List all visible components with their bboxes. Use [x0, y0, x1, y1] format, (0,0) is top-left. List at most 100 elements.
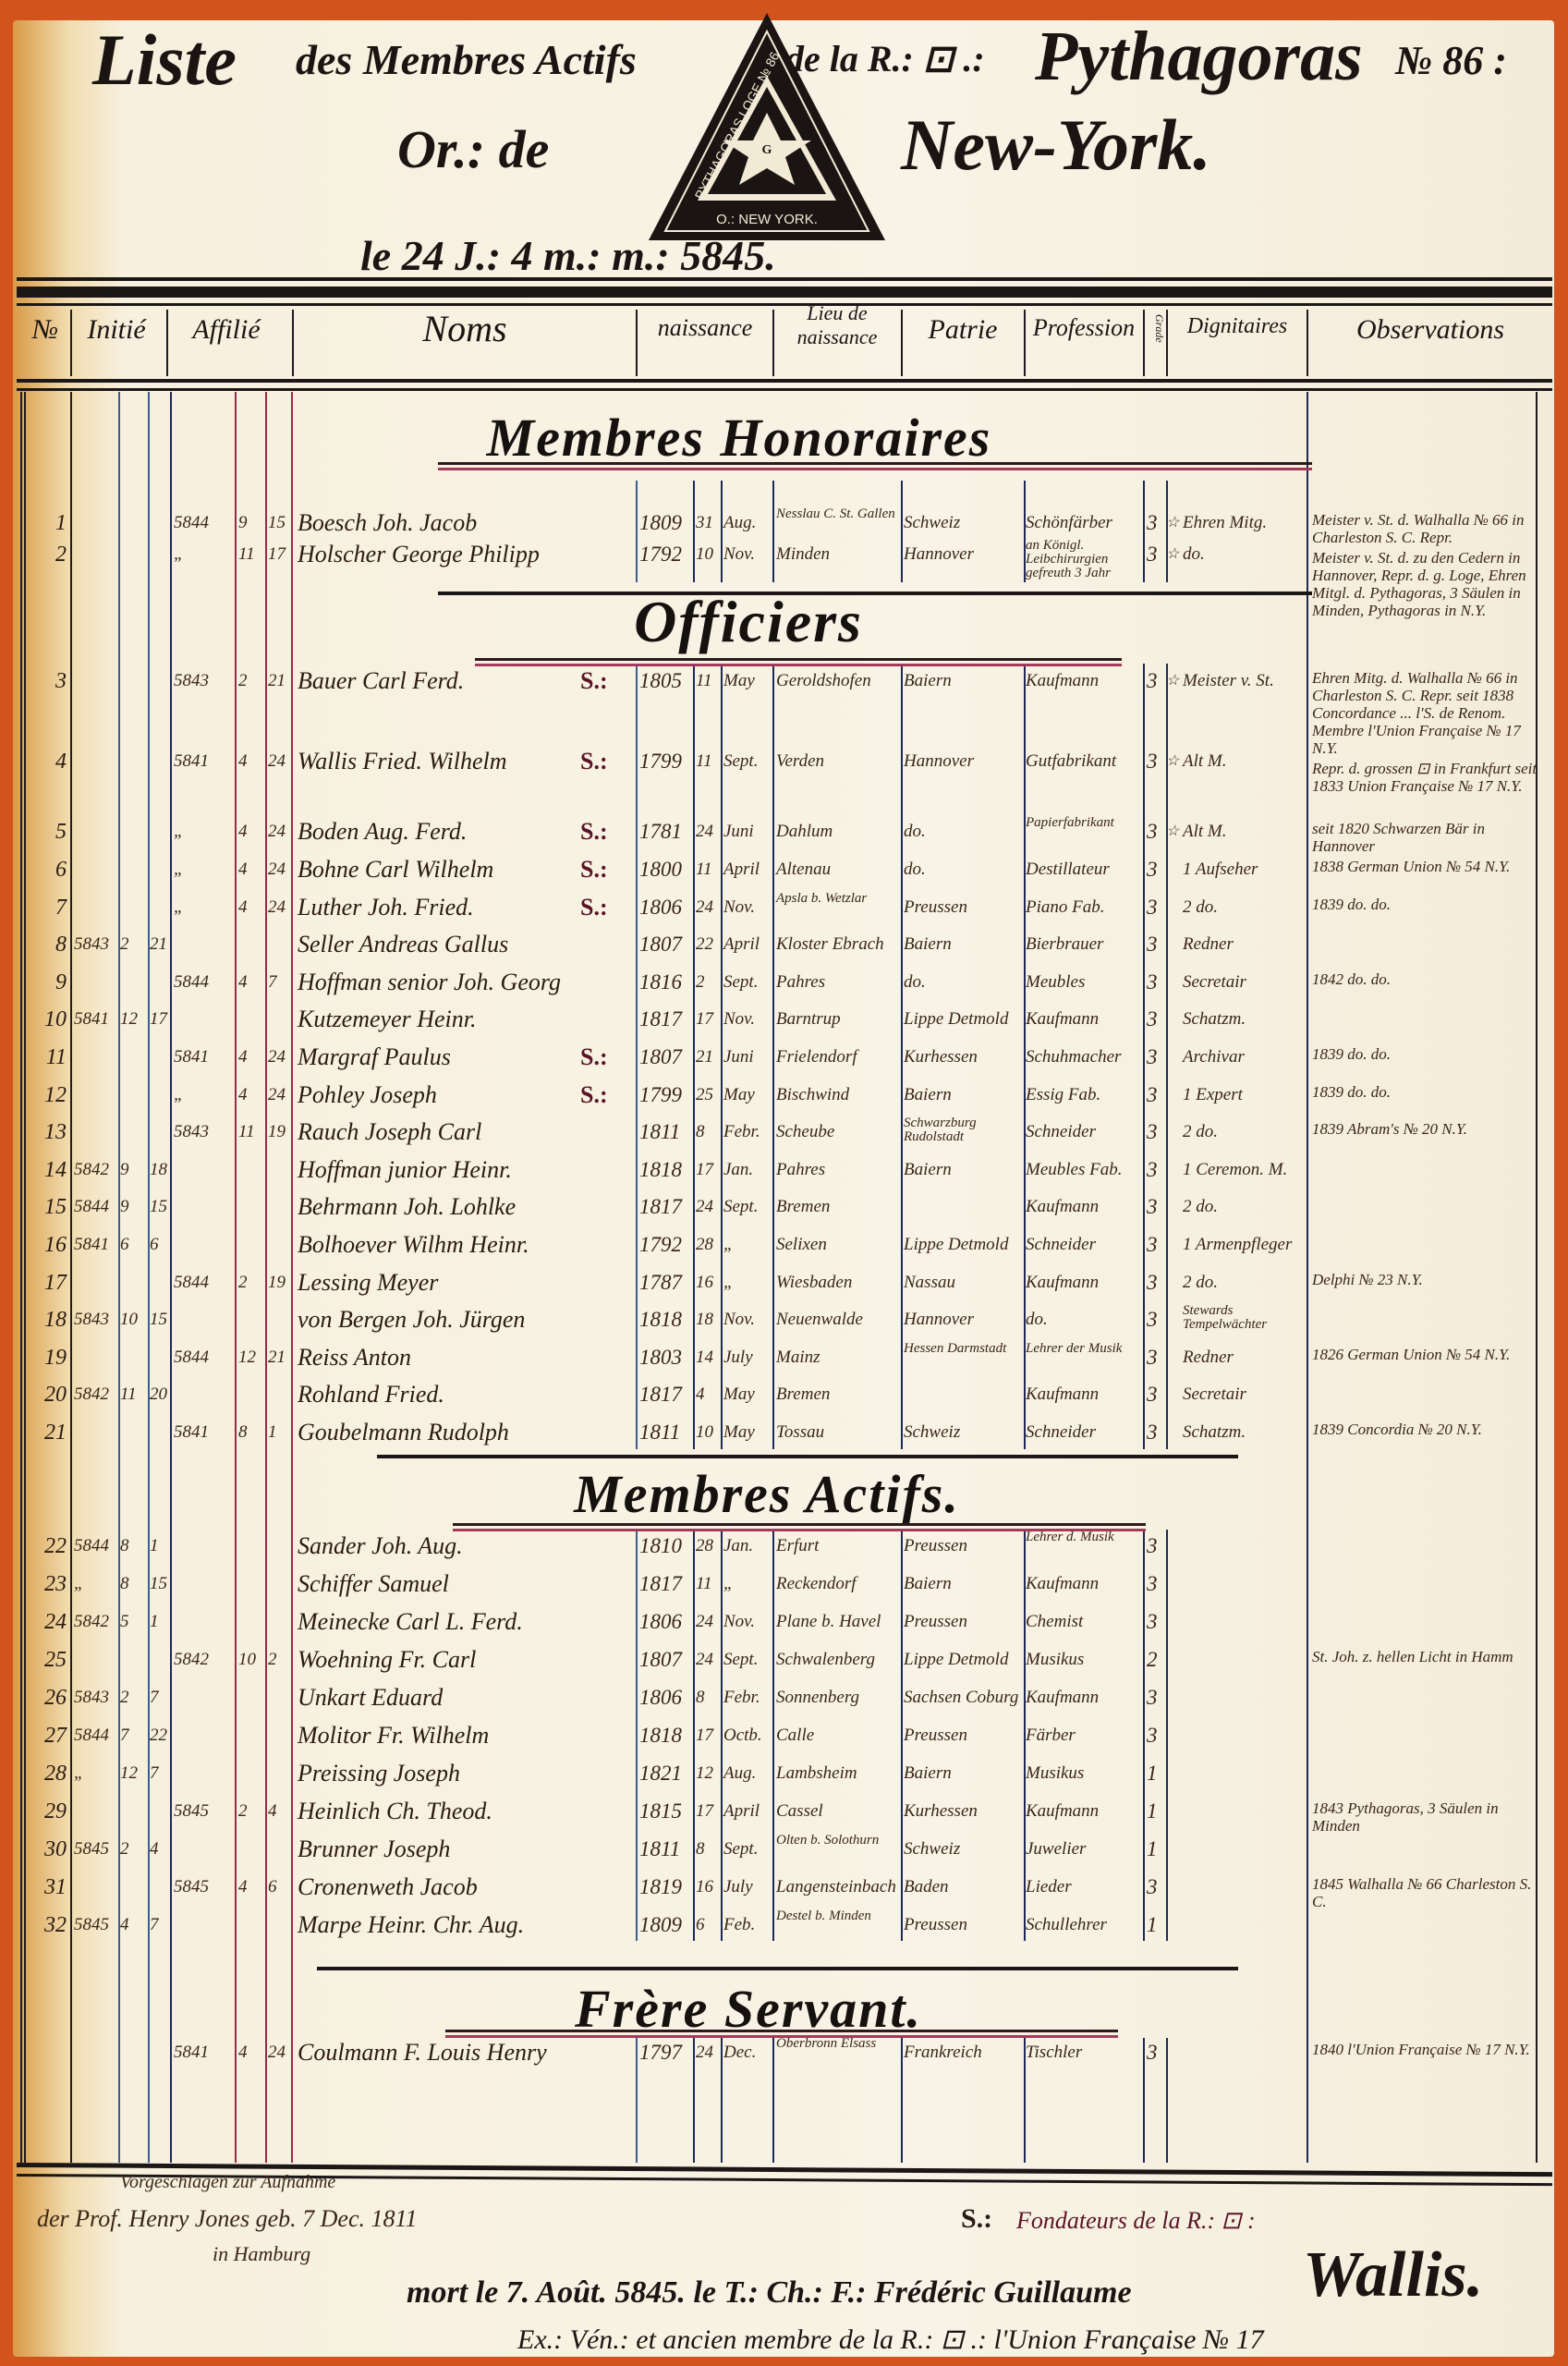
- cell-obs: seit 1820 Schwarzen Bär in Hannover: [1312, 820, 1485, 855]
- cell-ini-y: 5841: [74, 1009, 109, 1029]
- cell-grade: 3: [1147, 543, 1158, 566]
- footer-proposed-heading: Vorgeschlagen zur Aufnahme: [120, 2172, 336, 2192]
- header-column-divider: [166, 310, 168, 376]
- cell-aff-d: 24: [268, 822, 286, 841]
- cell-grade: 3: [1147, 896, 1158, 919]
- cell-bd: 28: [696, 1536, 713, 1555]
- cell-grade: 2: [1147, 1648, 1158, 1671]
- cell-num: 22: [44, 1534, 67, 1558]
- cell-bd: 12: [696, 1763, 713, 1783]
- cell-by: 1817: [639, 1572, 682, 1595]
- cell-dign: Redner: [1183, 1348, 1234, 1367]
- column-rule: [693, 1530, 695, 1941]
- cell-ini-d: 4: [150, 1839, 159, 1859]
- member-row: 24 5842 5 1 Meinecke Carl L. Ferd. 1806 24 Nov.…: [0, 1610, 1568, 1638]
- section-rule: [453, 1523, 1146, 1526]
- cell-bd: 11: [696, 1574, 712, 1593]
- cell-prof: Schuhmacher: [1026, 1047, 1122, 1067]
- column-header-grade: Grade: [1153, 314, 1166, 343]
- cell-bd: 24: [696, 1612, 713, 1631]
- cell-by: 1806: [639, 1686, 682, 1709]
- header-rule-bottom: [17, 388, 1552, 391]
- cell-prof: Lehrer der Musik: [1026, 1341, 1123, 1356]
- cell-bm: May: [723, 1384, 755, 1404]
- cell-name: Sander Joh. Aug.: [298, 1532, 463, 1559]
- cell-prof: Schullehrer: [1026, 1915, 1107, 1934]
- cell-obs: 1839 Concordia № 20 N.Y.: [1312, 1421, 1482, 1438]
- cell-patrie: Baiern: [904, 1160, 952, 1179]
- cell-place: Destel b. Minden: [776, 1909, 871, 1923]
- member-row: 5841 4 24 Coulmann F. Louis Henry 1797 24 Dec.…: [0, 2037, 1568, 2068]
- member-row: 20 5842 11 20 Rohland Fried. 1817 4 May Bremen Ka…: [0, 1383, 1568, 1410]
- header-rule-bottom: [17, 379, 1552, 383]
- cell-ini-y: 5844: [74, 1536, 109, 1555]
- cell-aff-m: 4: [238, 972, 248, 992]
- cell-mark: S.:: [580, 667, 608, 694]
- cell-aff-m: 2: [238, 1273, 248, 1292]
- cell-ini-y: 5841: [74, 1235, 109, 1254]
- cell-by: 1817: [639, 1007, 682, 1031]
- cell-aff-y: 5843: [174, 671, 209, 690]
- cell-ini-d: 22: [150, 1726, 167, 1745]
- cell-by: 1807: [639, 1648, 682, 1671]
- column-header-noms: Noms: [422, 308, 507, 349]
- cell-ini-d: 15: [150, 1197, 167, 1216]
- cell-name: Pohley Joseph: [298, 1081, 437, 1108]
- cell-mark: S.:: [580, 856, 608, 883]
- cell-num: 29: [44, 1799, 67, 1823]
- cell-dign: Schatzm.: [1183, 1422, 1246, 1442]
- column-header-observations: Observations: [1356, 314, 1504, 345]
- cell-num: 24: [44, 1610, 67, 1634]
- cell-obs: St. Joh. z. hellen Licht in Hamm: [1312, 1648, 1513, 1665]
- cell-num: 2: [55, 543, 67, 567]
- member-row: 12 „ 4 24 Pohley Joseph S.: 1799 25 May Bischwind…: [0, 1083, 1568, 1111]
- header-column-divider: [772, 310, 774, 376]
- cell-num: 10: [44, 1007, 67, 1031]
- cell-name: Hoffman senior Joh. Georg: [298, 969, 562, 995]
- cell-name: Bolhoever Wilhm Heinr.: [298, 1231, 529, 1258]
- member-row: 3 5843 2 21 Bauer Carl Ferd. S.: 1805 11 May Gero…: [0, 667, 1568, 758]
- cell-aff-y: „: [174, 544, 184, 564]
- section-rule: [475, 658, 1122, 661]
- cell-aff-m: 9: [238, 513, 248, 532]
- cell-grade: 3: [1147, 1308, 1158, 1331]
- column-header-dignitaires: Dignitaires: [1186, 314, 1288, 338]
- section-rule: [445, 2030, 1118, 2032]
- cell-num: 23: [44, 1572, 67, 1596]
- cell-num: 25: [44, 1648, 67, 1672]
- cell-prof: Bierbrauer: [1026, 934, 1104, 954]
- cell-grade: 3: [1147, 1007, 1158, 1031]
- member-row: 6 „ 4 24 Bohne Carl Wilhelm S.: 1800 11 April Alt…: [0, 858, 1568, 885]
- column-rule: [1166, 2038, 1168, 2163]
- member-row: 8 5843 2 21 Seller Andreas Gallus 1807 22 April…: [0, 933, 1568, 960]
- cell-name: Preissing Joseph: [298, 1760, 460, 1787]
- column-rule: [636, 1530, 638, 1941]
- cell-place: Plane b. Havel: [776, 1612, 881, 1631]
- cell-dign: Redner: [1183, 934, 1234, 954]
- column-rule: [1143, 1530, 1145, 1941]
- column-header-lieu: Lieu de naissance: [796, 301, 878, 348]
- cell-ini-d: 1: [150, 1536, 159, 1555]
- cell-patrie: Schwarzburg Rudolstadt: [904, 1116, 977, 1144]
- cell-patrie: Schweiz: [904, 513, 961, 532]
- cell-grade: 1: [1147, 1837, 1158, 1860]
- cell-by: 1799: [639, 750, 682, 773]
- cell-aff-m: 4: [238, 1047, 248, 1067]
- cell-dign: 2 do.: [1183, 1197, 1218, 1216]
- cell-aff-d: 2: [268, 1650, 277, 1669]
- cell-aff-m: 2: [238, 671, 248, 690]
- cell-bm: Aug.: [723, 513, 757, 532]
- cell-num: 31: [44, 1875, 67, 1899]
- cell-bm: „: [723, 1235, 734, 1254]
- cell-place: Frielendorf: [776, 1047, 857, 1067]
- cell-place: Pahres: [776, 1160, 826, 1179]
- cell-by: 1803: [639, 1346, 682, 1369]
- cell-prof: Schneider: [1026, 1235, 1096, 1254]
- footer-proposed: der Prof. Henry Jones geb. 7 Dec. 1811: [37, 2205, 418, 2232]
- cell-bm: Dec.: [723, 2043, 757, 2062]
- cell-patrie: Schweiz: [904, 1422, 961, 1442]
- cell-ini-m: 12: [120, 1009, 138, 1029]
- cell-ini-d: 15: [150, 1574, 167, 1593]
- cell-by: 1817: [639, 1195, 682, 1218]
- cell-aff-y: 5843: [174, 1122, 209, 1141]
